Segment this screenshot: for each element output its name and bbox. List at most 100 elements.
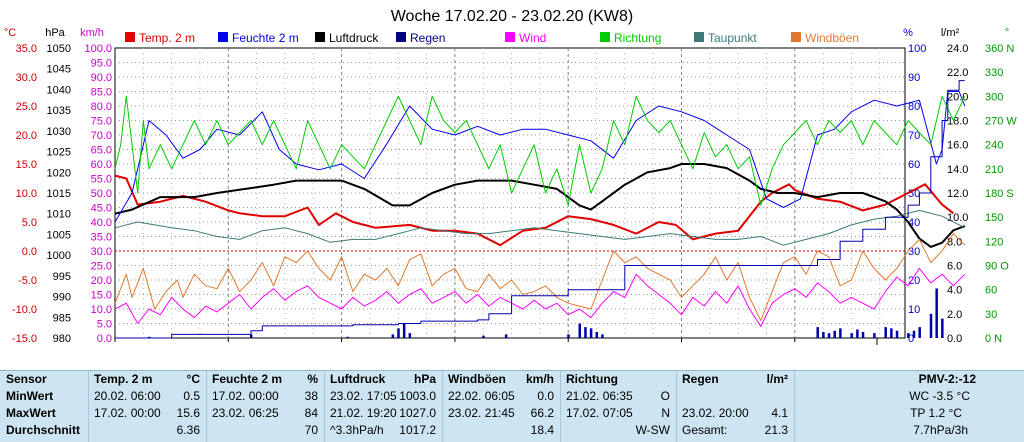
rain-bar bbox=[850, 333, 853, 338]
tick-label-dir: 240 bbox=[985, 140, 1003, 152]
legend-label: Windböen bbox=[805, 31, 859, 45]
series-line-wind bbox=[114, 267, 966, 327]
stats-unit: °C bbox=[186, 372, 200, 386]
tick-label-wind: 55.0 bbox=[91, 174, 112, 186]
tick-label-temp: 15.0 bbox=[16, 159, 37, 171]
tick-label-hum: 100 bbox=[908, 43, 926, 55]
stats-time: ^3.3hPa/h bbox=[330, 423, 384, 437]
tick-label-press: 1020 bbox=[47, 167, 71, 179]
rain-bar bbox=[833, 330, 836, 338]
tick-label-dir: 60 bbox=[985, 285, 997, 297]
rain-bar bbox=[895, 330, 899, 338]
tick-label-wind: 10.0 bbox=[91, 304, 112, 316]
tick-label-temp: 5.0 bbox=[22, 217, 37, 229]
stats-time: 23.02. 21:45 bbox=[448, 406, 515, 420]
tick-label-rain: 20.0 bbox=[947, 91, 968, 103]
legend-label: Luftdruck bbox=[329, 31, 379, 45]
stats-value: N bbox=[661, 406, 670, 420]
tick-label-wind: 50.0 bbox=[91, 188, 112, 200]
rain-bar bbox=[601, 334, 604, 338]
stats-direction: Richtung 21.02. 06:35 O 17.02. 07:05 N W-S… bbox=[566, 371, 674, 442]
tick-label-temp: -15.0 bbox=[12, 333, 37, 345]
rain-bar bbox=[884, 327, 887, 338]
tick-label-rain: 14.0 bbox=[947, 164, 968, 176]
tick-label-wind: 40.0 bbox=[91, 217, 112, 229]
stats-time: 22.02. 06:05 bbox=[448, 389, 515, 403]
stats-value: 21.3 bbox=[764, 423, 788, 437]
tick-label-press: 1050 bbox=[47, 43, 71, 55]
tick-label-wind: 85.0 bbox=[91, 87, 112, 99]
stats-head: Richtung bbox=[566, 372, 618, 386]
tick-label-temp: 20.0 bbox=[16, 130, 37, 142]
tick-label-wind: 60.0 bbox=[91, 159, 112, 171]
stats-time: 17.02. 07:05 bbox=[566, 406, 633, 420]
tick-label-press: 990 bbox=[53, 292, 71, 304]
stats-value: 38 bbox=[304, 389, 318, 403]
tick-label-rain: 0.0 bbox=[947, 333, 962, 345]
stats-label: Durchschnitt bbox=[6, 423, 81, 437]
tick-label-dir: 0 N bbox=[985, 333, 1002, 345]
weather-chart: Woche 17.02.20 - 23.02.20 (KW8) 35.0 30.0 2… bbox=[3, 8, 1018, 345]
tick-label-hum: 10 bbox=[908, 304, 920, 316]
stats-extra-value: 7.7hPa/3h bbox=[913, 423, 968, 437]
stats-head: Luftdruck bbox=[330, 372, 386, 386]
stats-value: 6.36 bbox=[176, 423, 200, 437]
tick-label-wind: 45.0 bbox=[91, 203, 112, 215]
tick-label-rain: 12.0 bbox=[947, 188, 968, 200]
tick-label-temp: -5.0 bbox=[18, 275, 37, 287]
unit-dir: ° bbox=[1005, 27, 1009, 39]
rain-bar bbox=[567, 334, 570, 338]
tick-label-dir: 30 bbox=[985, 309, 997, 321]
legend-label: Wind bbox=[519, 31, 546, 45]
chart-svg: Woche 17.02.20 - 23.02.20 (KW8) 35.0 30.0 2… bbox=[4, 8, 1017, 345]
stats-unit: l/m² bbox=[766, 372, 788, 386]
rain-bar bbox=[839, 328, 842, 338]
stats-unit: km/h bbox=[525, 372, 554, 386]
rain-bar bbox=[918, 327, 921, 338]
rain-bar bbox=[402, 323, 406, 338]
rain-bar bbox=[822, 331, 825, 338]
tick-label-rain: 24.0 bbox=[947, 43, 968, 55]
series-line-dir bbox=[114, 95, 966, 206]
rain-bar bbox=[856, 329, 859, 338]
stats-value: 66.2 bbox=[530, 406, 554, 420]
stats-value: 15.6 bbox=[176, 406, 200, 420]
stats-value: W-SW bbox=[635, 423, 670, 437]
tick-label-dir: 150 bbox=[985, 212, 1003, 224]
stats-label: MinWert bbox=[6, 389, 54, 403]
tick-label-wind: 35.0 bbox=[91, 232, 112, 244]
stats-time: 23.02. 17:05 bbox=[330, 389, 397, 403]
rain-bar bbox=[912, 330, 916, 338]
rain-bar bbox=[397, 328, 400, 338]
tick-label-rain: 2.0 bbox=[947, 309, 962, 321]
unit-hum: % bbox=[903, 27, 913, 39]
tick-label-dir: 180 S bbox=[985, 188, 1014, 200]
stats-unit: % bbox=[307, 372, 318, 386]
stats-head: Regen bbox=[682, 372, 719, 386]
rain-bar bbox=[589, 328, 593, 338]
stats-labels: Sensor MinWert MaxWert Durchschnitt bbox=[6, 371, 86, 442]
stats-extra-value: WC -3.5 °C bbox=[909, 389, 970, 403]
unit-wind: km/h bbox=[80, 27, 104, 39]
legend-swatch bbox=[505, 32, 515, 42]
legend-swatch bbox=[694, 32, 704, 42]
tick-label-rain: 18.0 bbox=[947, 116, 968, 128]
tick-label-temp: -10.0 bbox=[12, 304, 37, 316]
rain-bar bbox=[595, 331, 599, 338]
rain-bar bbox=[907, 333, 910, 338]
legend-swatch bbox=[125, 32, 135, 42]
stats-time: 23.02. 06:25 bbox=[212, 406, 279, 420]
tick-label-temp: 35.0 bbox=[16, 43, 37, 55]
stats-time: 17.02. 00:00 bbox=[212, 389, 279, 403]
tick-label-hum: 70 bbox=[908, 130, 920, 142]
stats-value: 1027.0 bbox=[399, 406, 436, 420]
legend-swatch bbox=[600, 32, 610, 42]
tick-label-hum: 60 bbox=[908, 159, 920, 171]
rain-bar bbox=[504, 334, 508, 338]
rain-bar bbox=[941, 318, 944, 338]
tick-label-temp: 10.0 bbox=[16, 188, 37, 200]
rain-bar bbox=[861, 331, 865, 338]
stats-head: PMV-2:-12 bbox=[918, 372, 976, 386]
stats-label: MaxWert bbox=[6, 406, 56, 420]
legend-label: Richtung bbox=[614, 31, 661, 45]
